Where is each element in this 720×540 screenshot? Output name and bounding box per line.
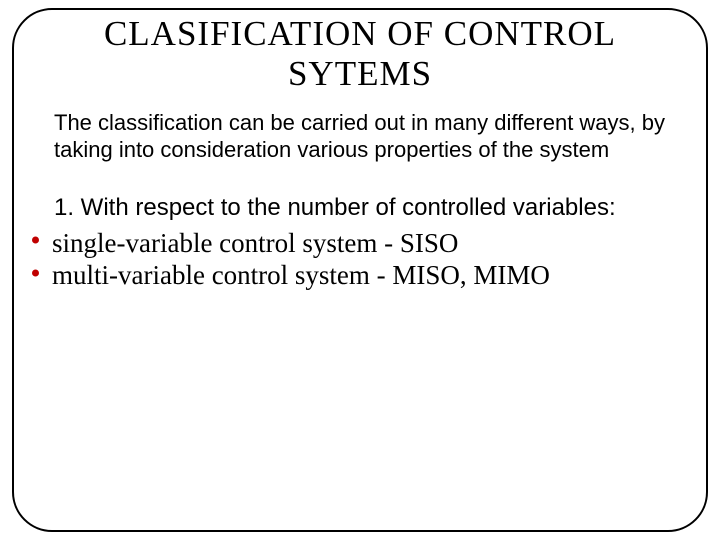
bullet-icon — [32, 269, 39, 276]
slide-frame: CLASIFICATION OF CONTROL SYTEMS The clas… — [12, 8, 708, 532]
intro-paragraph: The classification can be carried out in… — [14, 109, 706, 164]
slide-title: CLASIFICATION OF CONTROL SYTEMS — [14, 14, 706, 95]
bullet-icon — [32, 237, 39, 244]
bullet-text: single-variable control system - SISO — [52, 228, 458, 258]
list-item: multi-variable control system - MISO, MI… — [28, 259, 676, 291]
list-item: single-variable control system - SISO — [28, 227, 676, 259]
bullet-text: multi-variable control system - MISO, MI… — [52, 260, 550, 290]
section-heading: 1. With respect to the number of control… — [14, 192, 706, 223]
bullet-list: single-variable control system - SISO mu… — [14, 227, 706, 292]
